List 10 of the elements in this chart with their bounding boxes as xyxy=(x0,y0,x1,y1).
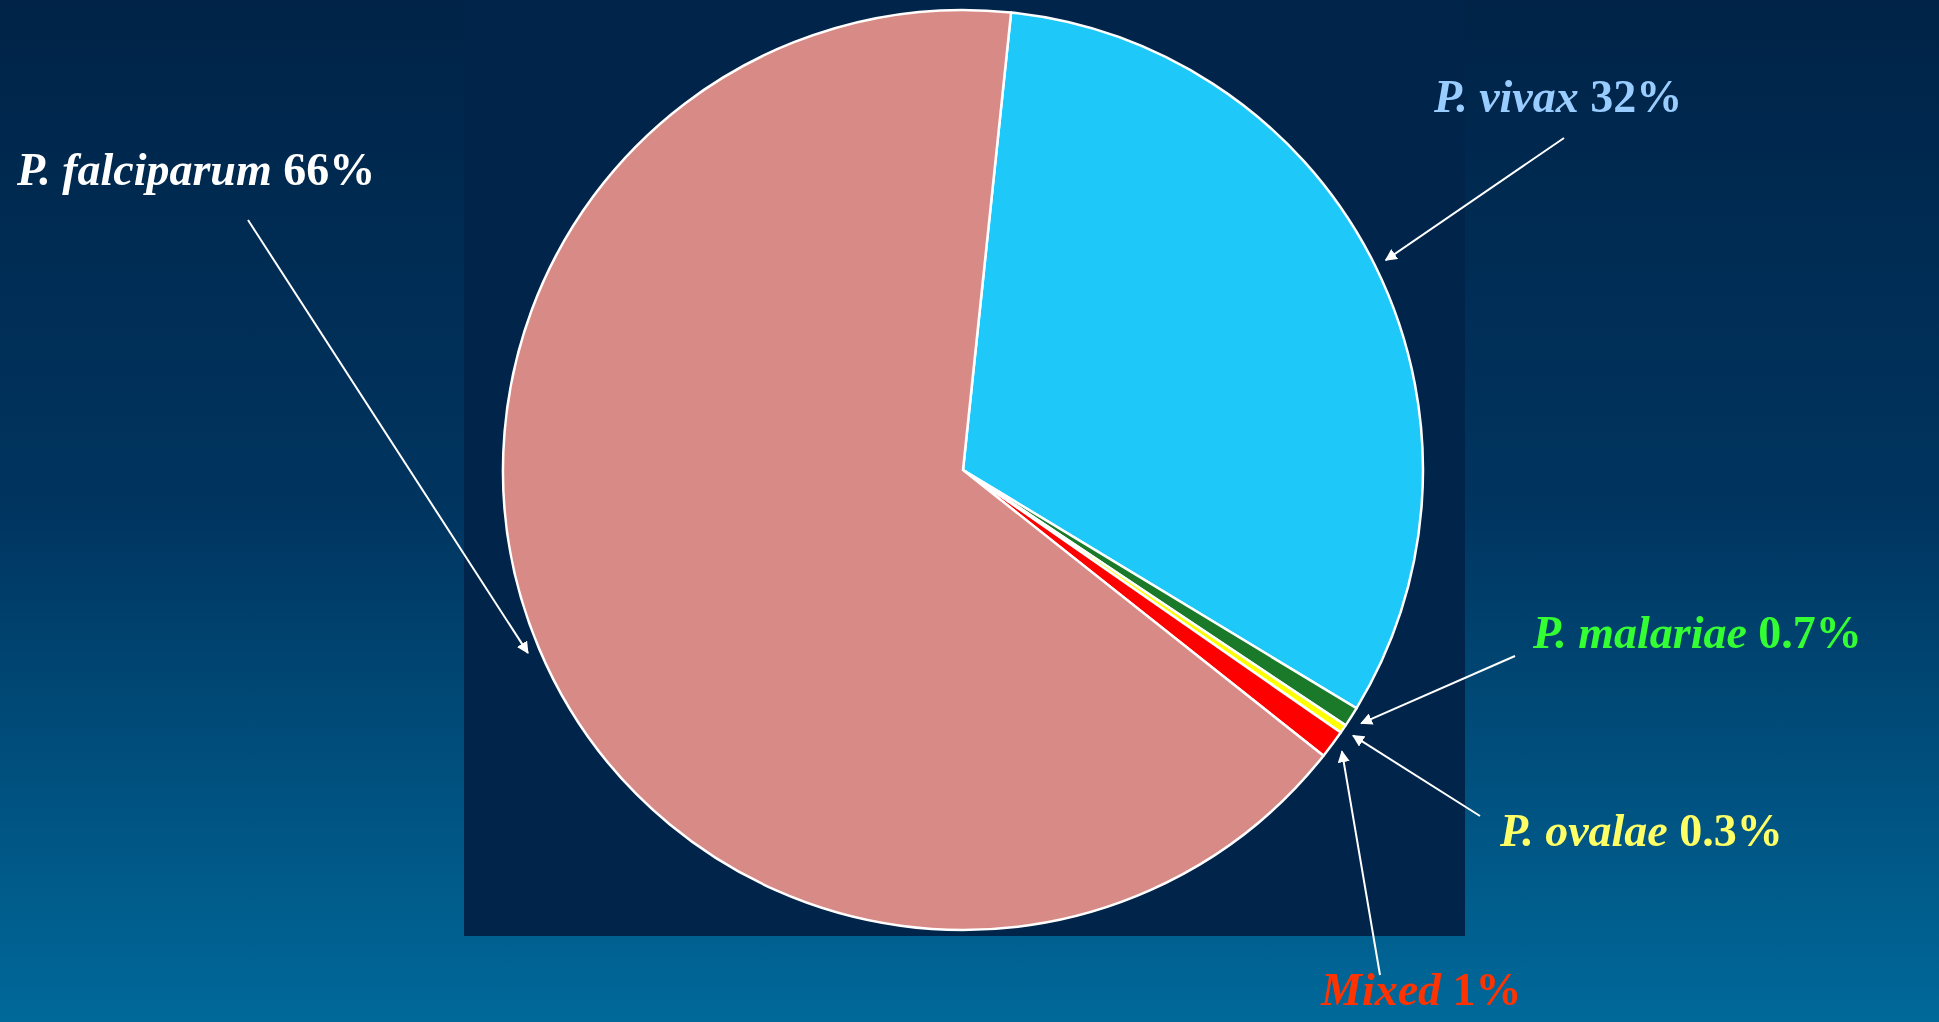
slice-label: P. falciparum xyxy=(16,144,272,195)
slice-label: P. ovalae xyxy=(1499,805,1668,856)
data-label: 1% xyxy=(1441,964,1522,1015)
slice-label: P. malariae xyxy=(1532,607,1747,658)
slice-label: Mixed xyxy=(1320,964,1443,1015)
data-label: 66% xyxy=(271,144,376,195)
data-label: 0.7% xyxy=(1746,607,1862,658)
data-label: 0.3% xyxy=(1667,805,1783,856)
data-label: 32% xyxy=(1578,71,1683,122)
slice-label: P. vivax xyxy=(1433,71,1579,122)
